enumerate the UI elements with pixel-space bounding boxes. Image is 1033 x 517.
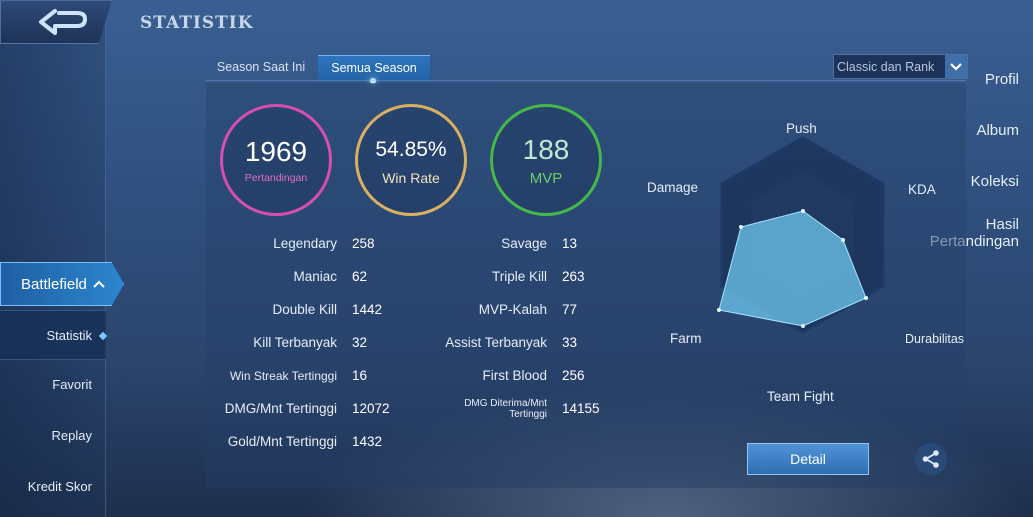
detail-button[interactable]: Detail	[747, 443, 869, 475]
sidebar-subitem-label: Favorit	[52, 377, 92, 392]
radar-point-farm	[717, 308, 721, 312]
stat-value-mvp-kalah: 77	[562, 302, 578, 317]
active-indicator-icon	[98, 331, 108, 341]
tab-active-dot-icon	[370, 78, 376, 84]
sidebar-item-koleksi[interactable]: Koleksi	[970, 173, 1019, 190]
radar-chart	[717, 136, 885, 334]
mvp-summary: 188 MVP	[490, 104, 602, 216]
radar-label-push: Push	[786, 121, 817, 136]
stat-label-double-kill: Double Kill	[272, 302, 337, 317]
stat-label-gold-mnt: Gold/Mnt Tertinggi	[227, 434, 337, 449]
page-title: STATISTIK	[140, 13, 254, 33]
radar-label-kda: KDA	[908, 182, 936, 197]
radar-label-damage: Damage	[647, 180, 699, 195]
matches-label: Pertandingan	[244, 172, 308, 184]
sidebar-subitem-label: Replay	[51, 428, 92, 443]
stat-value-legendary: 258	[352, 236, 375, 251]
radar-point-kda	[841, 238, 845, 242]
stat-label-maniac: Maniac	[293, 269, 337, 284]
radar-point-damage	[739, 225, 743, 229]
stat-label-line1: DMG Diterima/Mnt	[464, 398, 547, 409]
tab-season-saat-ini[interactable]: Season Saat Ini	[216, 60, 306, 74]
stat-label-first-blood: First Blood	[482, 368, 547, 383]
win-rate-label: Win Rate	[382, 170, 440, 186]
stat-value-savage: 13	[562, 236, 578, 251]
chevron-up-icon	[93, 280, 105, 288]
matches-summary: 1969 Pertandingan	[220, 104, 332, 216]
sidebar-item-profil[interactable]: Profil	[984, 71, 1019, 88]
stat-value-win-streak: 16	[352, 368, 368, 383]
stat-value-triple-kill: 263	[562, 269, 585, 284]
stat-value-dmg-mnt: 12072	[352, 401, 390, 416]
stat-label-line2: Tertinggi	[509, 409, 547, 420]
mvp-label: MVP	[529, 169, 563, 187]
mvp-value: 188	[522, 133, 570, 165]
stat-label-kill-terbanyak: Kill Terbanyak	[253, 335, 337, 350]
sidebar-item-album[interactable]: Album	[976, 122, 1019, 139]
chevron-down-icon[interactable]	[945, 55, 967, 78]
stat-label-legendary: Legendary	[273, 236, 337, 251]
share-icon	[922, 450, 939, 468]
stat-label-mvp-kalah: MVP-Kalah	[478, 302, 547, 317]
radar-label-farm: Farm	[670, 331, 702, 346]
radar-point-push	[801, 209, 805, 213]
radar-label-team-fight: Team Fight	[767, 389, 834, 404]
stat-label-win-streak: Win Streak Tertinggi	[229, 369, 337, 383]
stat-value-gold-mnt: 1432	[352, 434, 383, 449]
stat-value-kill-terbanyak: 32	[352, 335, 368, 350]
win-rate-summary: 54.85% Win Rate	[355, 104, 467, 216]
back-button[interactable]	[0, 0, 112, 44]
mode-select[interactable]: Classic dan Rank	[833, 54, 968, 79]
sidebar-subitem-label: Kredit Skor	[27, 479, 92, 494]
sidebar-subitem-statistik[interactable]: Statistik	[0, 310, 108, 360]
stat-label-dmg-mnt: DMG/Mnt Tertinggi	[224, 401, 337, 416]
stat-value-double-kill: 1442	[352, 302, 383, 317]
stat-value-maniac: 62	[352, 269, 368, 284]
mode-select-value: Classic dan Rank	[837, 59, 935, 74]
stat-label-savage: Savage	[501, 236, 547, 251]
tab-divider	[206, 80, 966, 81]
stat-label-assist-terbanyak: Assist Terbanyak	[445, 335, 547, 350]
tab-label: Semua Season	[331, 61, 417, 75]
back-arrow-icon	[39, 9, 87, 35]
sidebar-subitem-replay[interactable]: Replay	[0, 411, 106, 461]
tab-semua-season[interactable]: Semua Season	[318, 55, 430, 84]
sidebar-subitem-label: Statistik	[46, 328, 92, 343]
sidebar-item-label: Battlefield	[21, 275, 87, 293]
stat-label-dmg-diterima: DMG Diterima/Mnt Tertinggi	[464, 398, 547, 420]
radar-point-team-fight	[801, 324, 805, 328]
stat-label-triple-kill: Triple Kill	[491, 269, 547, 284]
matches-value: 1969	[244, 136, 308, 167]
sidebar	[0, 0, 106, 517]
radar-label-durabilitas: Durabilitas	[905, 332, 965, 346]
sidebar-item-label-line1: Hasil	[985, 216, 1019, 233]
stat-value-first-blood: 256	[562, 368, 585, 383]
stat-value-dmg-diterima: 14155	[562, 401, 600, 416]
sidebar-item-battlefield[interactable]: Battlefield	[0, 262, 124, 306]
radar-point-durabilitas	[864, 296, 868, 300]
stat-value-assist-terbanyak: 33	[562, 335, 578, 350]
sidebar-subitem-kredit-skor[interactable]: Kredit Skor	[0, 462, 106, 512]
sidebar-subitem-favorit[interactable]: Favorit	[0, 360, 106, 410]
share-button[interactable]	[915, 443, 947, 475]
win-rate-value: 54.85%	[375, 138, 447, 161]
